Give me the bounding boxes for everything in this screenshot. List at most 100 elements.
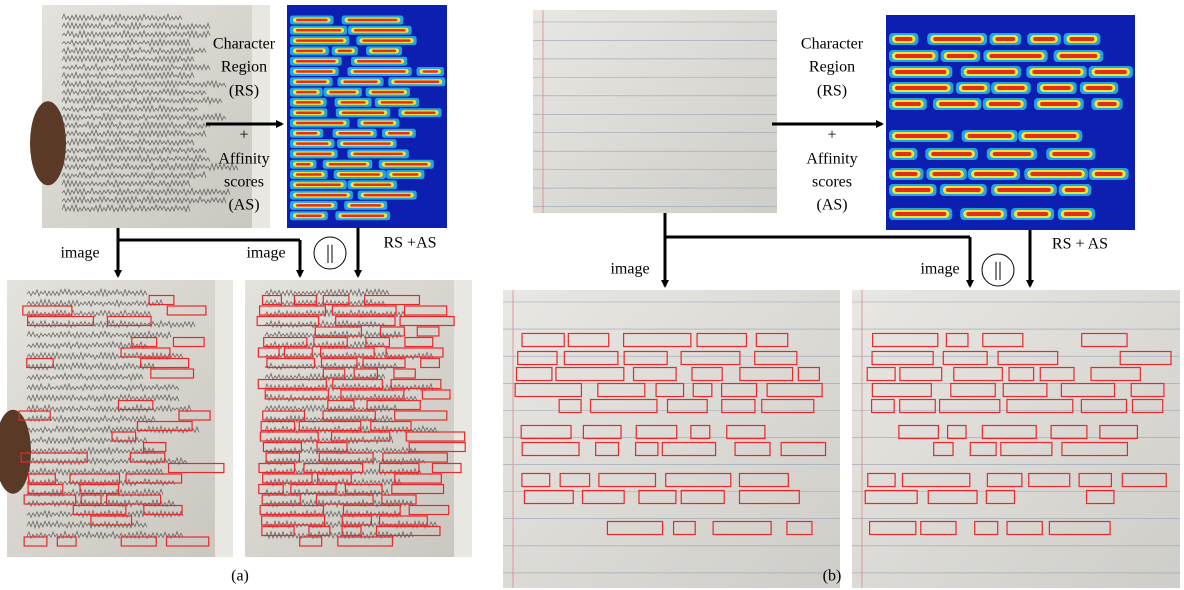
heat-blob <box>1030 172 1082 176</box>
heat-blob <box>343 142 391 145</box>
heat-blob <box>404 111 435 114</box>
heat-blob <box>895 70 946 74</box>
heat-blob <box>296 60 336 63</box>
heat-blob <box>296 214 322 217</box>
heat-blob <box>348 19 398 22</box>
heat-blob <box>394 81 439 84</box>
heat-blob <box>339 132 371 135</box>
concat-symbol: || <box>994 259 1002 281</box>
heat-blob <box>895 212 946 216</box>
method-text: scores <box>224 174 264 191</box>
heat-blob <box>362 39 410 42</box>
heat-blob <box>343 81 377 84</box>
heat-blob <box>895 86 947 90</box>
method-text: (AS) <box>228 197 259 214</box>
method-text: (AS) <box>816 197 847 214</box>
method-text: Character <box>213 36 276 53</box>
concat-symbol: || <box>326 242 334 264</box>
method-text: Region <box>809 59 855 76</box>
images <box>0 5 1180 588</box>
heat-blob <box>967 70 1015 74</box>
heat-blob <box>296 50 323 53</box>
heat-blob <box>1024 134 1076 138</box>
heatmap <box>886 15 1135 230</box>
heat-blob <box>338 50 352 53</box>
heat-blob <box>989 54 1041 58</box>
heat-blob <box>341 101 366 104</box>
heat-blob <box>329 163 367 166</box>
heat-blob <box>296 173 322 176</box>
heat-blob <box>997 188 1051 192</box>
heat-blob <box>1052 152 1089 156</box>
heat-blob <box>357 60 401 63</box>
heat-blob <box>962 86 984 90</box>
image-label: image <box>246 245 285 262</box>
method-text: scores <box>812 174 852 191</box>
heat-blob <box>296 163 310 166</box>
heat-blob <box>353 153 403 156</box>
heat-blob <box>1060 54 1098 58</box>
method-text: Character <box>801 36 864 53</box>
heat-blob <box>895 172 918 176</box>
heat-blob <box>364 194 411 197</box>
page-edge <box>454 280 472 557</box>
heat-blob <box>353 70 405 73</box>
heat-blob <box>993 152 1031 156</box>
heat-blob <box>947 54 975 58</box>
heat-blob <box>895 102 921 106</box>
heat-blob <box>381 101 413 104</box>
heat-blob <box>895 134 948 138</box>
heat-blob <box>296 184 341 187</box>
hand <box>30 101 66 185</box>
fusion-label: RS +AS <box>383 235 436 252</box>
heat-blob <box>995 37 1015 41</box>
heat-blob <box>296 101 321 104</box>
method-text: Region <box>221 59 267 76</box>
heat-blob <box>372 91 404 94</box>
heat-blob <box>1065 188 1086 192</box>
heat-blob <box>296 194 347 197</box>
heat-blob <box>946 188 981 192</box>
heat-blob <box>1095 70 1127 74</box>
image-label: image <box>920 261 959 278</box>
heat-blob <box>931 152 972 156</box>
heat-blob <box>1095 172 1123 176</box>
heat-blob <box>342 111 384 114</box>
heat-blob <box>1064 212 1089 216</box>
heat-blob <box>296 19 328 22</box>
method-text: + <box>239 127 248 144</box>
heat-blob <box>895 152 911 156</box>
heat-blob <box>895 188 930 192</box>
heat-blob <box>1097 102 1116 106</box>
heat-blob <box>997 86 1025 90</box>
heat-blob <box>329 91 355 94</box>
heat-blob <box>392 173 418 176</box>
heat-blob <box>296 122 344 125</box>
method-text: Affinity <box>806 151 857 168</box>
method-text: (RS) <box>817 83 847 100</box>
page-edge <box>215 280 233 557</box>
heat-blob <box>974 172 1014 176</box>
heat-blob <box>1043 86 1071 90</box>
heat-blob <box>385 163 428 166</box>
heat-blob <box>372 50 396 53</box>
heat-blob <box>296 81 327 84</box>
heat-blob <box>296 91 317 94</box>
heat-blob <box>968 134 1012 138</box>
heat-blob <box>354 184 391 187</box>
heat-blob <box>895 54 932 58</box>
panel-label: (b) <box>823 568 842 585</box>
heat-blob <box>1086 86 1112 90</box>
heat-blob <box>296 39 343 42</box>
heat-blob <box>354 29 406 32</box>
heat-blob <box>1032 70 1080 74</box>
method-text: (RS) <box>229 83 259 100</box>
heat-blob <box>1017 212 1048 216</box>
heat-blob <box>296 70 333 73</box>
image-label: image <box>610 261 649 278</box>
heat-blob <box>388 132 410 135</box>
method-text: Affinity <box>218 151 269 168</box>
image-label: image <box>60 245 99 262</box>
heat-blob <box>341 214 384 217</box>
heat-blob <box>296 204 331 207</box>
